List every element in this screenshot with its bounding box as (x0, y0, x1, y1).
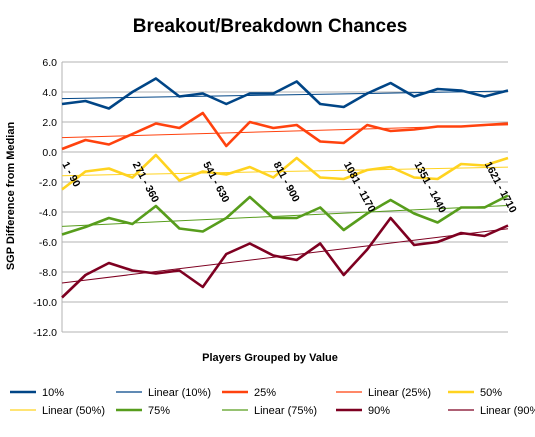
series-line-90 (61, 216, 509, 299)
trendline-10 (61, 90, 509, 100)
x-tick-label: 1 - 90 (59, 160, 82, 189)
series-line-50 (61, 153, 509, 191)
legend-item: Linear (75%) (254, 405, 317, 417)
series-lines (61, 77, 509, 299)
legend-item: 75% (148, 405, 170, 417)
legend-item: Linear (90%) (480, 405, 535, 417)
y-axis-title: SGP Difference from Median (5, 122, 17, 271)
y-tick-label: -8.0 (39, 267, 57, 279)
trendline-75 (61, 204, 509, 227)
y-tick-label: -2.0 (39, 177, 57, 189)
legend: 10% Linear (10%) 25% Linear (25%) 50% Linear … (10, 387, 535, 417)
series-line-75 (61, 194, 509, 236)
chart-title: Breakout/Breakdown Chances (133, 16, 408, 37)
legend-item: Linear (25%) (368, 387, 431, 399)
y-tick-label: 0.0 (42, 147, 57, 159)
trendline-90 (61, 228, 509, 284)
y-tick-label: -12.0 (33, 327, 57, 339)
y-tick-label: 4.0 (42, 87, 57, 99)
grid (61, 61, 508, 333)
y-tick-label: 6.0 (42, 57, 57, 69)
y-tick-label: 2.0 (42, 117, 57, 129)
y-tick-labels: 6.0 4.0 2.0 0.0 -2.0 -4.0 -6.0 -8.0 -10.0 -12.0 (33, 57, 57, 339)
series-line-25 (61, 111, 509, 151)
x-axis-title: Players Grouped by Value (202, 352, 338, 364)
legend-item: Linear (10%) (148, 387, 211, 399)
legend-item: Linear (50%) (42, 405, 105, 417)
legend-item: 10% (42, 387, 64, 399)
y-tick-label: -10.0 (33, 297, 57, 309)
y-tick-label: -6.0 (39, 237, 57, 249)
x-tick-label: 1081 - 1170 (341, 160, 378, 215)
series-line-10 (61, 77, 509, 110)
legend-item: 90% (368, 405, 390, 417)
legend-item: 50% (480, 387, 502, 399)
y-tick-label: -4.0 (39, 207, 57, 219)
legend-item: 25% (254, 387, 276, 399)
